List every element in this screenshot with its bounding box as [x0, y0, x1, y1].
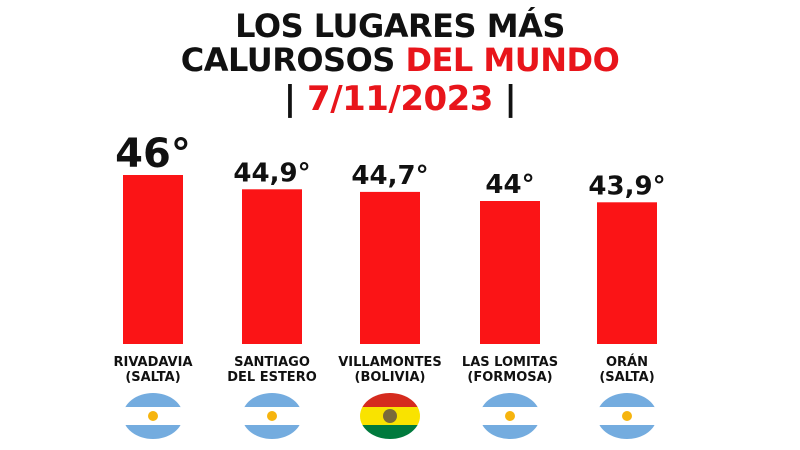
bar: [123, 175, 183, 344]
category-label: RIVADAVIA: [113, 355, 192, 370]
value-label: 43,9°: [588, 171, 665, 201]
date-left-separator: |: [283, 79, 296, 119]
category-label: (BOLIVIA): [355, 370, 426, 385]
value-label: 46°: [115, 131, 191, 177]
category-label: (SALTA): [599, 370, 654, 385]
bar: [242, 189, 302, 344]
value-label: 44°: [485, 170, 534, 200]
title-line-2: CALUROSOS DEL MUNDO: [0, 42, 800, 78]
category-label: VILLAMONTES: [338, 355, 442, 370]
title-line-1: LOS LUGARES MÁS: [235, 7, 565, 45]
argentina-flag-icon: [242, 393, 302, 439]
bar: [597, 202, 657, 344]
value-label: 44,9°: [233, 158, 310, 188]
title-main-text: CALUROSOS: [180, 41, 396, 79]
bar: [360, 191, 420, 344]
bolivia-flag-icon: [360, 393, 420, 439]
argentina-flag-icon: [480, 393, 540, 439]
argentina-flag-icon: [597, 393, 657, 439]
bar: [480, 201, 540, 344]
category-label: LAS LOMITAS: [462, 355, 558, 370]
date-line: | 7/11/2023 |: [0, 80, 800, 118]
category-label: (FORMOSA): [467, 370, 552, 385]
title-accent-text: DEL MUNDO: [405, 41, 620, 79]
argentina-flag-icon: [123, 393, 183, 439]
date-right-separator: |: [504, 79, 517, 119]
value-label: 44,7°: [351, 161, 428, 191]
category-label: DEL ESTERO: [227, 370, 317, 385]
category-label: (SALTA): [125, 370, 180, 385]
category-label: ORÁN: [606, 354, 648, 370]
date-text: 7/11/2023: [307, 79, 493, 119]
category-label: SANTIAGO: [234, 355, 310, 370]
